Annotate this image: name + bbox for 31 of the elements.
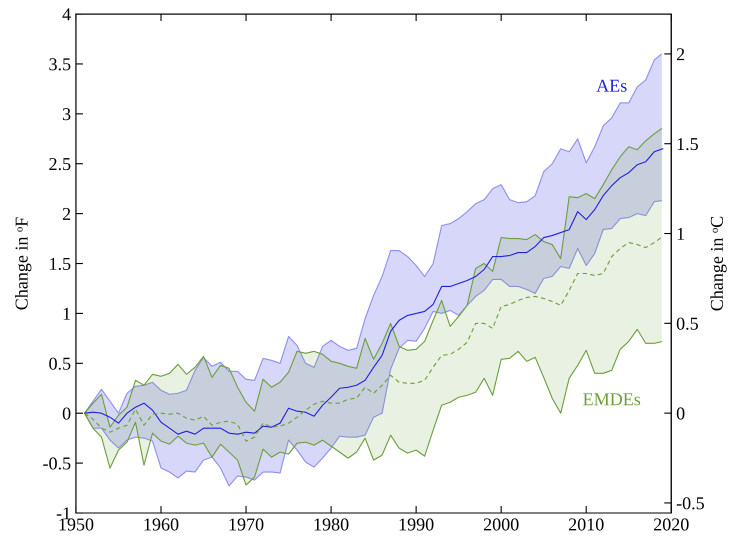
x-tick-label: 2020 [654, 518, 689, 531]
x-tick-label: 2000 [484, 518, 519, 531]
y-axis-title: Change in ᵒF [14, 217, 32, 310]
x-tick-label: 1990 [400, 518, 434, 531]
y2-axis-title: Change in ᵒC [710, 216, 727, 311]
y2-tick-label: 2 [676, 48, 684, 60]
y-tick-label: 2 [62, 208, 70, 220]
y2-tick-label: 0 [676, 407, 684, 420]
y-tick-label: 1 [64, 308, 70, 320]
x-tick-label: 1970 [230, 518, 264, 531]
text: AEs [596, 80, 627, 92]
y2-tick-label: 0.5 [676, 318, 698, 330]
y-tick-label: 2.5 [49, 158, 70, 170]
y-tick-label: 0.5 [49, 358, 70, 370]
y-tick-label: -0.5 [43, 457, 70, 470]
y-tick-label: 1.5 [50, 258, 70, 270]
y2-tick-label: -0.5 [676, 497, 704, 510]
y-tick-label: 0 [62, 407, 70, 420]
line-series [84, 148, 664, 435]
y-tick-label: 3 [62, 108, 70, 120]
x-tick-label: 1960 [144, 518, 178, 531]
line-series [84, 236, 664, 442]
x-tick-label: 1980 [314, 518, 348, 531]
y2-tick-label: 1 [678, 228, 684, 240]
x-tick-label: 1950 [60, 518, 94, 531]
y-tick-label: 3.5 [49, 58, 70, 70]
y-tick-label: 4 [62, 8, 71, 20]
text: EMDEs [583, 393, 640, 406]
y-tick-label: -1 [56, 507, 70, 520]
x-tick-label: 2010 [568, 518, 604, 531]
y2-tick-label: 1.5 [678, 138, 698, 150]
